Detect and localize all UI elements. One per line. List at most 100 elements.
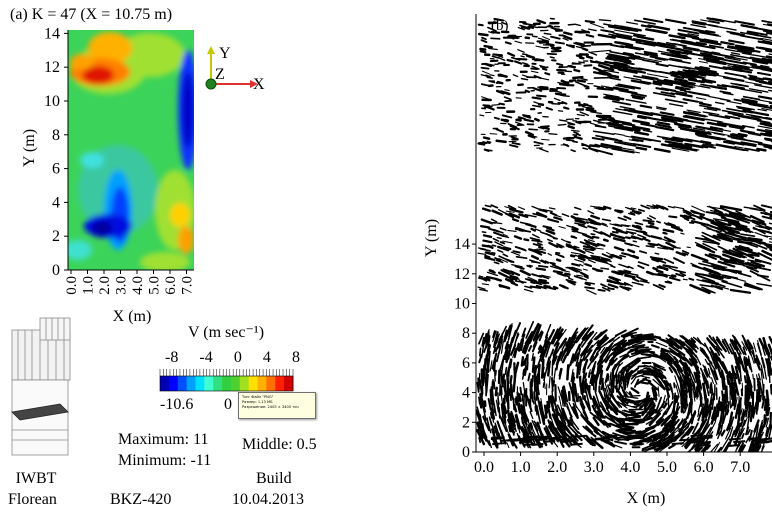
velocity-vector [497, 56, 506, 62]
velocity-vector [686, 246, 691, 249]
velocity-vector [519, 24, 528, 29]
velocity-vector [498, 255, 509, 261]
velocity-vector [563, 106, 570, 110]
velocity-vector [608, 121, 623, 127]
velocity-vector [684, 425, 694, 436]
velocity-vector [479, 288, 489, 292]
velocity-vector [690, 398, 693, 416]
velocity-vector [677, 83, 696, 88]
velocity-vector [695, 373, 699, 382]
velocity-vector [720, 267, 742, 274]
velocity-vector [679, 89, 696, 94]
velocity-vector [555, 253, 565, 259]
velocity-vector [683, 214, 696, 221]
velocity-vector [499, 415, 508, 433]
velocity-vector [503, 414, 507, 424]
velocity-vector [477, 286, 486, 290]
velocity-vector [761, 57, 772, 62]
velocity-vector [591, 437, 604, 441]
velocity-vector [677, 32, 698, 39]
velocity-vector [708, 406, 712, 418]
velocity-vector [652, 283, 665, 291]
velocity-vector [622, 67, 647, 74]
velocity-vector [761, 215, 772, 220]
velocity-vector [688, 381, 692, 397]
velocity-vector [699, 380, 702, 391]
model-name: BKZ-420 [110, 491, 172, 508]
velocity-vector [544, 407, 549, 414]
velocity-vector [692, 127, 706, 131]
velocity-vector [753, 266, 772, 271]
velocity-vector [511, 264, 523, 268]
velocity-vector [753, 445, 760, 452]
velocity-vector [695, 125, 718, 132]
velocity-vector [674, 360, 683, 371]
velocity-vector [674, 87, 687, 91]
velocity-vector [647, 221, 655, 226]
velocity-vector [560, 79, 570, 85]
panel-a-xtick: 4.0 [130, 276, 146, 295]
velocity-vector [587, 360, 593, 370]
velocity-vector [529, 411, 534, 420]
velocity-vector [758, 337, 765, 349]
velocity-vector [611, 340, 627, 352]
velocity-vector [702, 240, 721, 245]
colorbar-tick: 0 [233, 349, 242, 366]
velocity-vector [556, 328, 564, 340]
velocity-vector [499, 227, 507, 231]
velocity-vector [615, 34, 632, 39]
velocity-vector [656, 107, 666, 111]
velocity-vector [738, 419, 746, 437]
velocity-vector [614, 440, 628, 445]
velocity-vector [728, 249, 744, 256]
velocity-vector [765, 32, 772, 35]
velocity-vector [560, 348, 567, 362]
velocity-vector [674, 375, 680, 391]
velocity-vector [701, 144, 716, 149]
velocity-vector [709, 126, 724, 130]
velocity-vector [596, 410, 602, 419]
velocity-vector [564, 425, 574, 438]
velocity-vector [530, 423, 535, 433]
velocity-vector [524, 130, 534, 137]
velocity-vector [765, 426, 769, 437]
velocity-vector [560, 238, 571, 244]
velocity-vector [502, 233, 508, 237]
velocity-vector [602, 238, 609, 243]
velocity-vector [645, 367, 652, 371]
velocity-vector [681, 85, 694, 89]
velocity-vector [528, 128, 539, 131]
velocity-vector [669, 51, 681, 56]
colorbar-swatch [168, 376, 179, 391]
velocity-vector [733, 440, 746, 444]
velocity-vector [507, 204, 517, 210]
velocity-vector [579, 241, 591, 247]
velocity-vector [681, 75, 698, 81]
velocity-vector [547, 252, 553, 256]
velocity-vector [611, 270, 621, 276]
velocity-vector [595, 134, 618, 141]
contour-field [68, 30, 194, 270]
velocity-vector [583, 84, 590, 89]
velocity-vector [605, 356, 615, 371]
velocity-vector [554, 41, 565, 45]
colorbar-min-label: -10.6 [160, 396, 194, 413]
velocity-vector [482, 141, 491, 145]
velocity-vector [516, 57, 528, 61]
velocity-vector [576, 217, 588, 221]
velocity-vector [518, 402, 521, 412]
velocity-vector [747, 132, 762, 137]
velocity-vector [747, 355, 751, 364]
velocity-vector [709, 350, 718, 370]
velocity-vector [495, 128, 505, 133]
velocity-vector [701, 412, 710, 429]
velocity-vector [665, 380, 670, 391]
velocity-vector [687, 381, 690, 392]
velocity-vector [611, 415, 626, 423]
velocity-vector [524, 354, 528, 371]
velocity-vector [603, 346, 613, 362]
velocity-vector [692, 422, 699, 435]
velocity-vector [661, 442, 670, 448]
velocity-vector [679, 438, 692, 442]
